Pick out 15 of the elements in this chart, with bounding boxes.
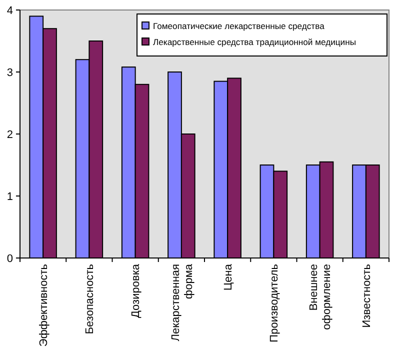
y-tick-label: 4 [6, 4, 13, 17]
x-tick-label: Внешнее оформление [308, 264, 334, 330]
x-tick-label: Дозировка [130, 263, 142, 318]
x-tick-label: Цена [222, 263, 234, 290]
x-tick-label: Лекарственная форма [170, 263, 195, 342]
x-tick-label: Эффективность [38, 264, 50, 347]
y-tick-label: 0 [6, 252, 13, 265]
legend-label: Гомеопатические лекарственные средства [153, 21, 325, 32]
y-tick-label: 3 [6, 66, 13, 79]
x-tick-label: Безопасность [84, 264, 96, 334]
x-tick-label: Производитель [268, 264, 281, 342]
x-tick-label: Известность [360, 264, 373, 328]
legend-label: Лекарственные средства традиционной медицины [153, 37, 356, 48]
y-tick-label: 1 [6, 190, 13, 203]
y-tick-label: 2 [6, 128, 13, 141]
